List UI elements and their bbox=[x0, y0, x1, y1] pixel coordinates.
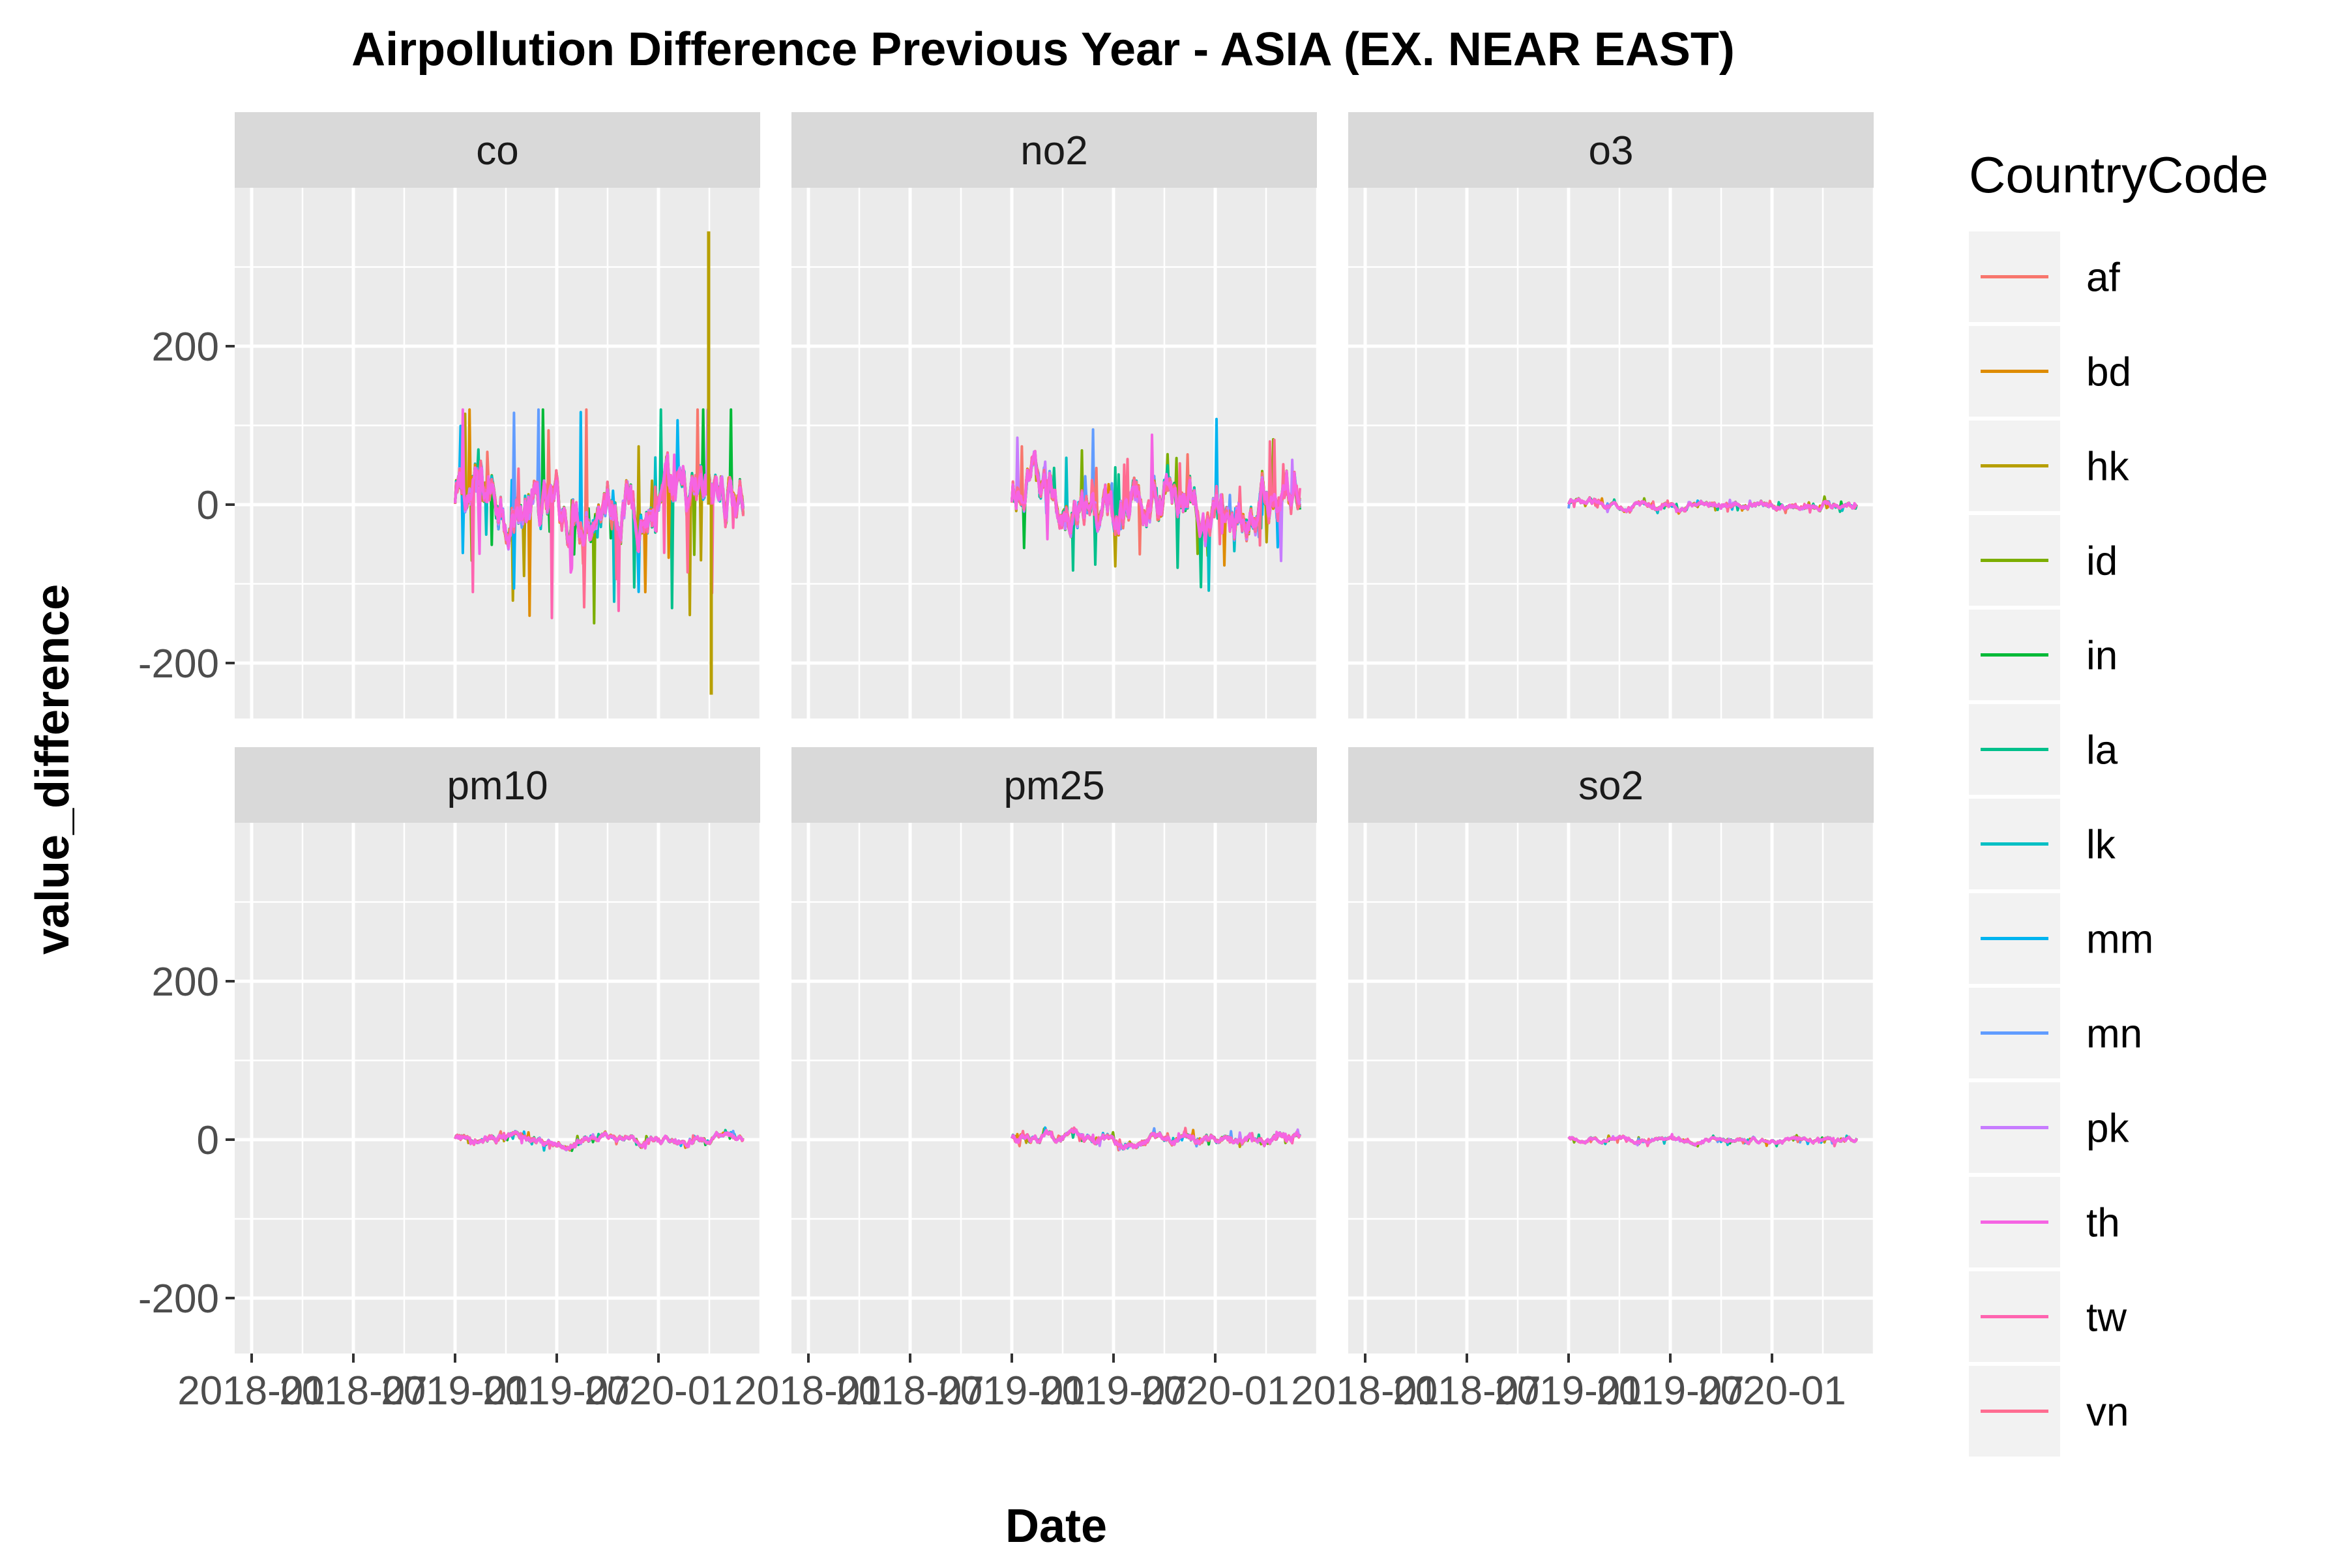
facet-co: co -200 0 200 bbox=[138, 112, 761, 718]
facet-strip bbox=[1348, 112, 1874, 188]
legend-label: bd bbox=[2086, 350, 2131, 395]
panel-series bbox=[1011, 417, 1301, 592]
x-tick-label: 2019-07 bbox=[1596, 1368, 1745, 1413]
facet-strip-label: o3 bbox=[1589, 128, 1634, 173]
panel-series bbox=[1011, 1126, 1301, 1151]
legend-label: hk bbox=[2086, 445, 2129, 490]
facet-strip bbox=[791, 112, 1317, 188]
facet-strip bbox=[235, 747, 760, 823]
legend-label: in bbox=[2086, 634, 2118, 679]
series-line-th bbox=[454, 408, 745, 574]
legend-title: CountryCode bbox=[1969, 146, 2269, 203]
facet-strip-label: co bbox=[476, 128, 518, 173]
legend-item-id: id bbox=[1969, 515, 2118, 606]
panel-series bbox=[1567, 495, 1858, 515]
y-axis-title: value_difference bbox=[27, 584, 79, 954]
legend-label: tw bbox=[2086, 1295, 2127, 1340]
panel-grid bbox=[1348, 188, 1875, 718]
x-tick-label: 2019-01 bbox=[381, 1368, 529, 1413]
y-tick-label: 200 bbox=[152, 325, 219, 370]
series-line-th bbox=[454, 1130, 745, 1151]
series-line-th bbox=[1011, 433, 1301, 543]
x-tick-label: 2019-01 bbox=[937, 1368, 1086, 1413]
panel-grid bbox=[235, 823, 761, 1354]
facet-strip-label: pm10 bbox=[447, 763, 548, 808]
facet-o3: o3 bbox=[1348, 112, 1875, 718]
facet-strip-label: pm25 bbox=[1003, 763, 1104, 808]
legend: CountryCode af bd hk id in la lk mm mn pk th tw vn bbox=[1969, 146, 2269, 1457]
panel-series bbox=[1567, 1132, 1858, 1148]
legend-item-mn: mn bbox=[1969, 988, 2142, 1078]
facet-strip-label: so2 bbox=[1578, 763, 1644, 808]
panel-background bbox=[1348, 188, 1874, 718]
y-tick-label: 200 bbox=[152, 960, 219, 1005]
x-tick-label: 2018-07 bbox=[279, 1368, 428, 1413]
facet-strip-label: no2 bbox=[1020, 128, 1087, 173]
x-tick-label: 2019-01 bbox=[1494, 1368, 1643, 1413]
legend-label: vn bbox=[2086, 1390, 2129, 1435]
x-tick-label: 2020-01 bbox=[1698, 1368, 1846, 1413]
x-tick-label: 2018-01 bbox=[177, 1368, 326, 1413]
legend-item-lk: lk bbox=[1969, 799, 2116, 889]
x-tick-label: 2018-01 bbox=[734, 1368, 883, 1413]
series-line-th bbox=[1567, 1132, 1858, 1147]
x-tick-label: 2019-07 bbox=[1039, 1368, 1188, 1413]
facet-no2: no2 bbox=[791, 112, 1318, 718]
legend-label: id bbox=[2086, 539, 2118, 584]
x-tick-label: 2018-07 bbox=[1393, 1368, 1541, 1413]
series-line-th bbox=[1567, 497, 1857, 513]
facet-strip bbox=[235, 112, 760, 188]
legend-label: af bbox=[2086, 256, 2120, 301]
legend-item-hk: hk bbox=[1969, 421, 2129, 511]
y-tick-label: 0 bbox=[197, 483, 219, 528]
x-tick-label: 2019-07 bbox=[482, 1368, 631, 1413]
legend-item-la: la bbox=[1969, 704, 2118, 795]
x-tick-label: 2020-01 bbox=[1141, 1368, 1290, 1413]
legend-label: mm bbox=[2086, 917, 2153, 962]
series-line-th bbox=[1011, 1129, 1301, 1151]
legend-item-bd: bd bbox=[1969, 326, 2131, 417]
facet-pm10: pm10 -200 0 200 2018-012018-072019-012019-07… bbox=[138, 747, 761, 1413]
panel-series bbox=[454, 231, 745, 695]
legend-item-mm: mm bbox=[1969, 893, 2153, 984]
legend-label: mn bbox=[2086, 1012, 2142, 1057]
x-tick-label: 2018-01 bbox=[1291, 1368, 1439, 1413]
facet-strip bbox=[1348, 747, 1874, 823]
panel-background bbox=[235, 823, 760, 1354]
legend-item-th: th bbox=[1969, 1177, 2120, 1267]
panel-series bbox=[454, 1129, 745, 1152]
x-tick-label: 2020-01 bbox=[584, 1368, 733, 1413]
panel-background bbox=[791, 188, 1317, 718]
panel-background bbox=[791, 823, 1317, 1354]
facet-strip bbox=[791, 747, 1317, 823]
panel-background bbox=[235, 188, 760, 718]
y-tick-label: -200 bbox=[138, 642, 219, 687]
x-tick-label: 2018-07 bbox=[836, 1368, 984, 1413]
legend-label: lk bbox=[2086, 823, 2116, 868]
legend-item-tw: tw bbox=[1969, 1271, 2127, 1362]
legend-item-af: af bbox=[1969, 231, 2120, 322]
legend-label: th bbox=[2086, 1201, 2120, 1246]
y-tick-label: 0 bbox=[197, 1118, 219, 1163]
chart-title: Airpollution Difference Previous Year - … bbox=[351, 23, 1735, 76]
panel-background bbox=[1348, 823, 1874, 1354]
legend-item-vn: vn bbox=[1969, 1366, 2129, 1457]
x-axis-title: Date bbox=[1005, 1500, 1107, 1552]
legend-label: la bbox=[2086, 728, 2118, 773]
legend-item-in: in bbox=[1969, 610, 2118, 700]
legend-label: pk bbox=[2086, 1106, 2129, 1151]
y-tick-label: -200 bbox=[138, 1277, 219, 1322]
legend-item-pk: pk bbox=[1969, 1082, 2129, 1173]
